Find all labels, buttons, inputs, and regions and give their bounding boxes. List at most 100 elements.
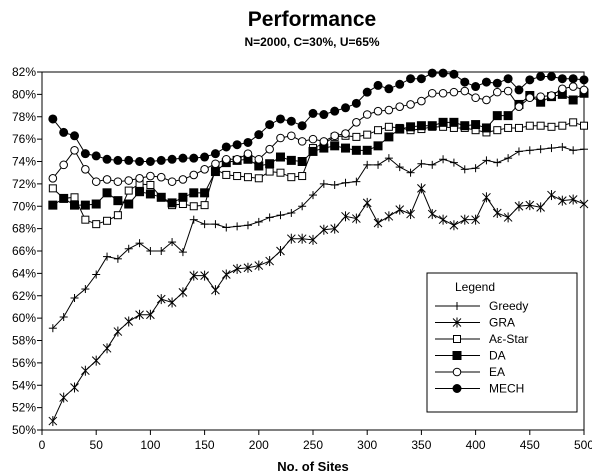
data-point-da [102, 188, 112, 198]
data-point-gra [547, 190, 556, 201]
legend-marker-greedy [453, 302, 461, 310]
y-tick-label: 78% [12, 110, 36, 124]
data-point-greedy [92, 270, 101, 279]
data-point-a-star [48, 184, 57, 193]
data-point-ea [135, 173, 144, 183]
data-point-greedy [70, 293, 79, 302]
data-point-a-star [504, 123, 513, 132]
data-point-mech [59, 127, 69, 137]
data-point-da [471, 120, 481, 130]
data-point-gra [265, 256, 274, 267]
y-tick-label: 60% [12, 311, 36, 325]
data-point-da [297, 157, 307, 166]
data-point-greedy [178, 248, 187, 257]
y-tick-label: 56% [12, 356, 36, 370]
data-point-gra [427, 209, 437, 220]
data-point-greedy [59, 313, 68, 322]
data-point-greedy [352, 177, 361, 186]
data-point-greedy [276, 211, 285, 220]
legend-item-ea: EA [435, 365, 505, 379]
data-point-da [59, 193, 69, 203]
series-line-a-star [52, 121, 585, 225]
data-point-gra [254, 260, 264, 271]
x-tick-label: 500 [574, 438, 592, 452]
data-point-mech [156, 155, 166, 165]
data-point-greedy [124, 244, 133, 253]
data-point-da [265, 159, 275, 169]
data-point-greedy [569, 146, 578, 155]
data-point-gra [417, 183, 426, 194]
data-point-greedy [243, 221, 252, 230]
data-point-mech [438, 68, 448, 78]
data-point-greedy [514, 147, 523, 156]
data-point-gra [438, 214, 448, 225]
y-tick-label: 50% [12, 423, 36, 437]
legend-marker-mech [452, 384, 462, 393]
data-point-da [286, 155, 296, 165]
y-tick-label: 70% [12, 199, 36, 213]
data-point-da [48, 200, 58, 210]
data-point-da [438, 117, 448, 127]
data-point-da [210, 167, 220, 177]
data-point-gra [514, 201, 524, 212]
data-point-a-star [243, 173, 252, 182]
data-point-ea [341, 129, 350, 138]
series-ea [48, 82, 589, 186]
data-point-greedy [558, 142, 567, 151]
data-point-gra [449, 220, 459, 231]
data-point-greedy [504, 154, 513, 163]
data-point-mech [265, 120, 275, 130]
data-point-a-star [189, 202, 198, 211]
data-point-gra [568, 194, 578, 205]
data-point-greedy [482, 156, 491, 165]
data-point-ea [243, 149, 253, 158]
data-point-greedy [222, 223, 231, 232]
legend-label: MECH [489, 382, 524, 396]
data-point-ea [287, 131, 296, 141]
data-point-ea [384, 105, 394, 115]
y-tick-label: 74% [12, 155, 36, 169]
series-mech [48, 68, 589, 166]
legend-label: DA [489, 349, 506, 363]
data-point-a-star [233, 172, 242, 181]
y-tick-label: 76% [12, 132, 36, 146]
data-point-greedy [330, 180, 339, 189]
data-point-mech [341, 103, 351, 113]
y-tick-label: 64% [12, 266, 36, 280]
data-point-gra [297, 233, 307, 244]
legend-marker-gra [452, 317, 462, 328]
series-line-ea [52, 86, 585, 183]
data-point-da [341, 143, 351, 153]
data-point-ea [70, 146, 79, 155]
data-point-mech [286, 116, 296, 126]
data-point-mech [362, 87, 372, 97]
y-tick-label: 80% [12, 87, 36, 101]
data-point-greedy [211, 220, 220, 229]
data-point-gra [221, 269, 231, 280]
data-point-mech [384, 84, 394, 94]
data-point-a-star [287, 173, 296, 182]
data-point-a-star [146, 180, 155, 189]
data-point-ea [308, 134, 318, 144]
data-point-ea [113, 177, 123, 186]
y-axis: 50% 52% 54% 56% 58% 60% 62% 64% 66% 68% 70% 72% 74% 7… [12, 65, 42, 437]
data-point-mech [297, 121, 307, 131]
data-point-gra [341, 211, 350, 222]
data-point-greedy [81, 285, 90, 294]
data-point-gra [59, 392, 69, 403]
data-point-greedy [493, 158, 502, 167]
data-point-greedy [547, 144, 556, 153]
data-point-a-star [493, 126, 502, 135]
data-point-gra [482, 192, 491, 203]
legend-label: Aε-Star [489, 332, 528, 346]
y-tick-label: 68% [12, 222, 36, 236]
data-point-da [460, 121, 470, 131]
data-point-greedy [363, 160, 372, 169]
data-point-gra [286, 233, 296, 244]
data-point-gra [525, 200, 535, 211]
data-point-a-star [81, 215, 90, 224]
data-point-ea [525, 93, 535, 103]
data-point-da [395, 124, 405, 134]
data-point-mech [471, 82, 481, 92]
